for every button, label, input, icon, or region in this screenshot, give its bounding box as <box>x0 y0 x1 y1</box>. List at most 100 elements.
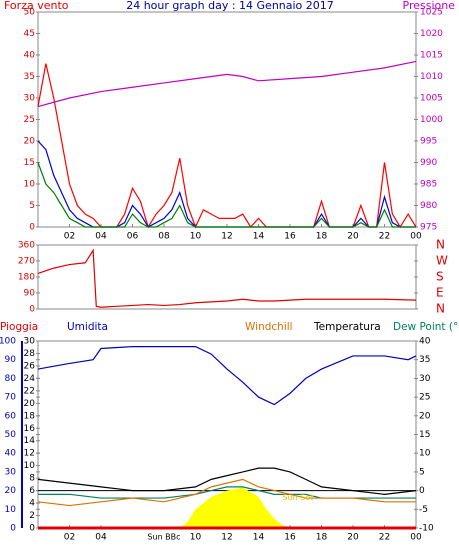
y-tick-label: 50 <box>5 430 17 440</box>
y-tick-label: 100 <box>0 337 16 347</box>
y-tick-label: 70 <box>5 393 17 403</box>
y3-tick-label: 8 <box>29 474 35 484</box>
y-tick-label: 15 <box>24 158 35 168</box>
y-tick-label: 0 <box>29 223 35 233</box>
y2-tick-label: 990 <box>420 158 437 168</box>
x-tick-label: 04 <box>95 232 107 242</box>
series-line <box>37 60 417 108</box>
y3-tick-label: 14 <box>24 436 36 446</box>
y3-tick-label: 6 <box>29 486 35 496</box>
x-tick-label: 12 <box>221 533 232 543</box>
y2-tick-label: 1020 <box>420 29 443 39</box>
x-tick-label: 20 <box>347 232 359 242</box>
x-tick-label: 14 <box>253 533 265 543</box>
y2-tick-label: 1005 <box>420 94 443 104</box>
series-line <box>37 162 416 228</box>
y-tick-label: 35 <box>24 72 35 82</box>
series-label: Temperatura <box>313 321 381 333</box>
y3-tick-label: 28 <box>24 349 36 359</box>
y2-tick-label: 40 <box>419 337 431 347</box>
y2-tick-label: 975 <box>420 223 437 233</box>
chart-title: 24 hour graph day : 14 Gennaio 2017 <box>126 0 334 12</box>
area <box>38 487 416 528</box>
y-tick-label: 20 <box>5 486 17 496</box>
series-label: Dew Point (°C <box>393 321 459 333</box>
y2-tick-label: 1000 <box>420 115 443 125</box>
y3-tick-label: 20 <box>24 399 36 409</box>
x-tick-label: 22 <box>379 232 390 242</box>
y-tick-label: 270 <box>18 257 35 267</box>
y-tick-label: 45 <box>24 29 35 39</box>
x-tick-label: 20 <box>347 533 359 543</box>
y-tick-label: 90 <box>24 289 36 299</box>
y3-tick-label: 4 <box>29 499 35 509</box>
y2-tick-label: S <box>436 270 444 284</box>
y2-tick-label: 995 <box>420 137 437 147</box>
x-tick-label: 04 <box>95 533 107 543</box>
x-tick-label: 16 <box>284 533 296 543</box>
y-tick-label: 30 <box>24 94 36 104</box>
y-tick-label: 40 <box>5 449 17 459</box>
y-tick-label: 90 <box>5 355 17 365</box>
x-tick-label: 16 <box>284 232 296 242</box>
y2-tick-label: E <box>436 286 444 300</box>
y-tick-label: 60 <box>5 411 17 421</box>
series-line <box>37 478 416 507</box>
x-tick-label: 14 <box>253 232 265 242</box>
series-label: Windchill <box>245 321 293 333</box>
y3-tick-label: 0 <box>29 524 35 534</box>
x-tick-label: 18 <box>316 232 328 242</box>
y2-tick-label: 10 <box>419 449 431 459</box>
x-tick-label: 10 <box>190 533 202 543</box>
y2-label: Pressione <box>403 0 456 12</box>
y2-tick-label: 30 <box>419 374 431 384</box>
y2-tick-label: 1015 <box>420 51 443 61</box>
y3-tick-label: 16 <box>24 424 36 434</box>
y3-tick-label: 12 <box>24 449 35 459</box>
y2-tick-label: 0 <box>419 486 425 496</box>
y2-tick-label: -10 <box>419 524 434 534</box>
y2-tick-label: N <box>436 238 445 252</box>
y-tick-label: 25 <box>24 115 35 125</box>
y-tick-label: 0 <box>10 524 16 534</box>
y-tick-label: 20 <box>24 137 36 147</box>
x-tick-label: 22 <box>379 533 390 543</box>
x-tick-label: 10 <box>190 232 202 242</box>
y2-tick-label: 985 <box>420 180 437 190</box>
y-tick-label: 360 <box>18 241 35 251</box>
annotation: Sun Set <box>282 493 313 502</box>
y-tick-label: 180 <box>18 273 35 283</box>
y2-tick-label: 5 <box>419 467 425 477</box>
y3-tick-label: 10 <box>24 461 36 471</box>
plot-area <box>37 11 417 228</box>
x-tick-label: 12 <box>221 232 232 242</box>
y-tick-label: 10 <box>5 505 17 515</box>
x-tick-label: 06 <box>127 232 139 242</box>
y-tick-label: 5 <box>29 201 35 211</box>
y-tick-label: 30 <box>5 467 17 477</box>
y2-tick-label: 25 <box>419 393 430 403</box>
y2-tick-label: 15 <box>419 430 430 440</box>
annotation: Sun BBc <box>147 533 180 542</box>
series-label: Umidita <box>67 321 108 333</box>
x-tick-label: 08 <box>158 232 170 242</box>
x-tick-label: 18 <box>316 533 328 543</box>
y2-tick-label: N <box>436 302 445 316</box>
y2-tick-label: 20 <box>419 411 431 421</box>
y-tick-label: 0 <box>29 305 35 315</box>
series-label: Pioggia <box>0 321 38 333</box>
y3-tick-label: 30 <box>24 337 36 347</box>
y-tick-label: 50 <box>24 8 36 18</box>
y2-tick-label: W <box>436 254 448 268</box>
series-line <box>37 467 417 495</box>
y2-tick-label: -5 <box>419 505 428 515</box>
y3-tick-label: 22 <box>24 386 35 396</box>
x-tick-label: 02 <box>64 232 75 242</box>
y3-tick-label: 24 <box>24 374 36 384</box>
y2-tick-label: 1010 <box>420 72 443 82</box>
x-tick-label: 00 <box>410 533 422 543</box>
x-tick-label: 02 <box>64 533 75 543</box>
x-tick-label: 00 <box>410 232 422 242</box>
y3-tick-label: 18 <box>24 411 36 421</box>
